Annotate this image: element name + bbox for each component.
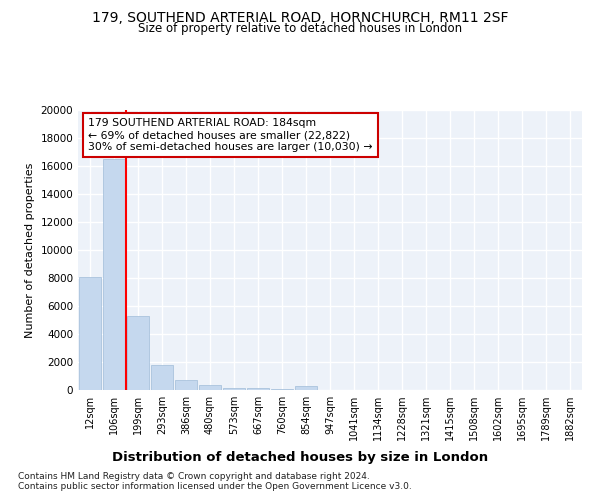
Text: 179 SOUTHEND ARTERIAL ROAD: 184sqm
← 69% of detached houses are smaller (22,822): 179 SOUTHEND ARTERIAL ROAD: 184sqm ← 69%…: [88, 118, 373, 152]
Text: Contains public sector information licensed under the Open Government Licence v3: Contains public sector information licen…: [18, 482, 412, 491]
Text: Distribution of detached houses by size in London: Distribution of detached houses by size …: [112, 451, 488, 464]
Text: Size of property relative to detached houses in London: Size of property relative to detached ho…: [138, 22, 462, 35]
Text: Contains HM Land Registry data © Crown copyright and database right 2024.: Contains HM Land Registry data © Crown c…: [18, 472, 370, 481]
Bar: [271, 389, 293, 390]
Bar: [127, 316, 149, 390]
Bar: [223, 388, 245, 390]
Bar: [175, 380, 197, 390]
Bar: [247, 388, 269, 390]
Text: 179, SOUTHEND ARTERIAL ROAD, HORNCHURCH, RM11 2SF: 179, SOUTHEND ARTERIAL ROAD, HORNCHURCH,…: [92, 11, 508, 25]
Bar: [79, 276, 101, 390]
Y-axis label: Number of detached properties: Number of detached properties: [25, 162, 35, 338]
Bar: [295, 386, 317, 390]
Bar: [151, 365, 173, 390]
Bar: [199, 386, 221, 390]
Bar: [103, 159, 125, 390]
